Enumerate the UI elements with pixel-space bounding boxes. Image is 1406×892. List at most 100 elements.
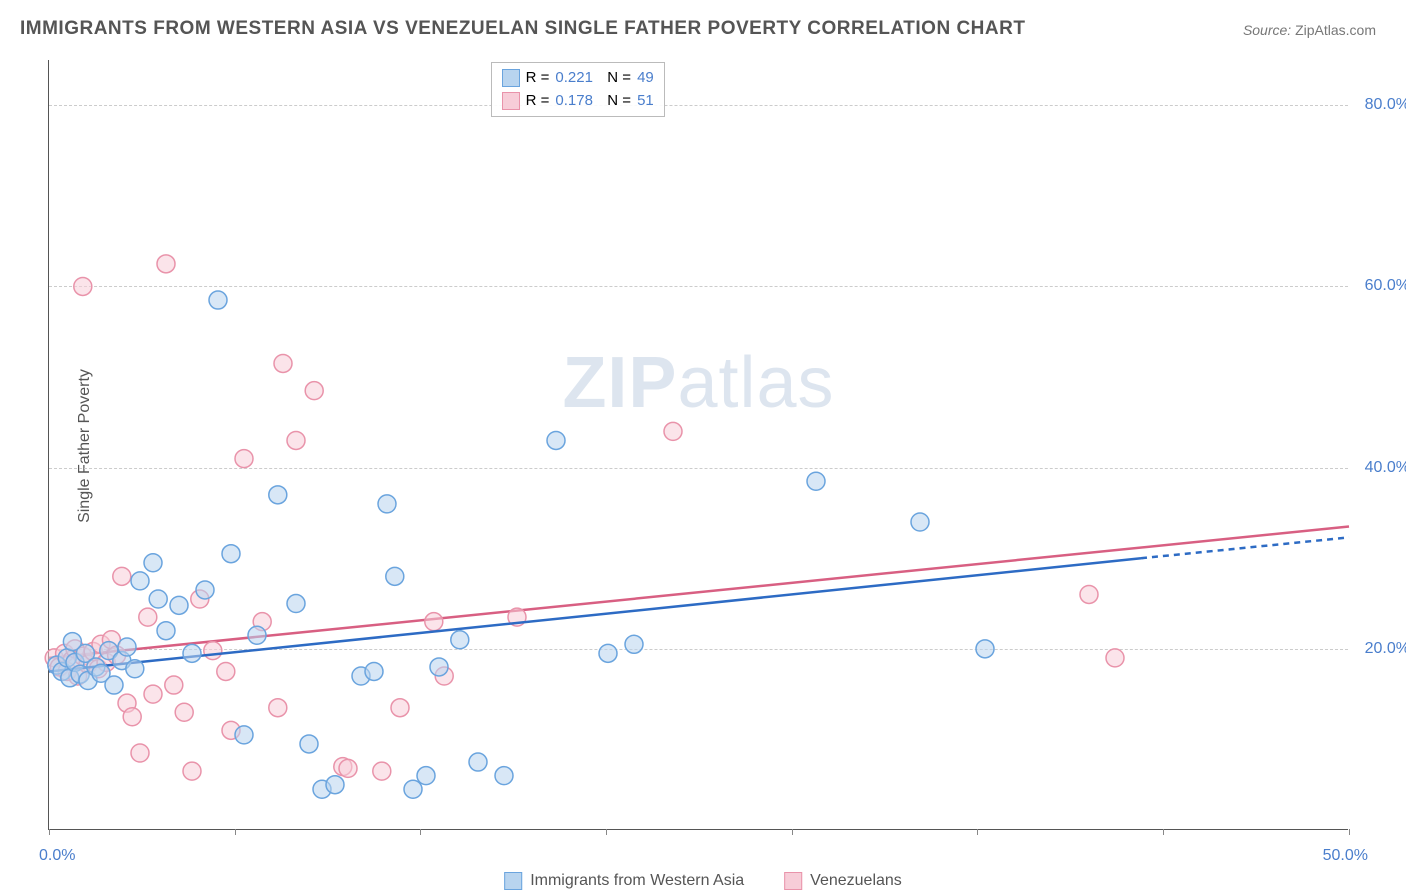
data-point: [664, 422, 682, 440]
stats-n-label: N =: [599, 67, 631, 90]
data-point: [391, 699, 409, 717]
data-point: [339, 759, 357, 777]
data-point: [170, 596, 188, 614]
data-point: [1106, 649, 1124, 667]
x-tick: [420, 829, 421, 835]
data-point: [183, 762, 201, 780]
stats-n-value-s2: 51: [637, 90, 654, 113]
y-tick-label: 80.0%: [1354, 96, 1406, 114]
data-point: [149, 590, 167, 608]
data-point: [1080, 585, 1098, 603]
data-point: [451, 631, 469, 649]
data-point: [144, 554, 162, 572]
data-point: [599, 644, 617, 662]
chart-container: IMMIGRANTS FROM WESTERN ASIA VS VENEZUEL…: [0, 0, 1406, 892]
data-point: [547, 431, 565, 449]
data-point: [74, 277, 92, 295]
data-point: [113, 567, 131, 585]
data-point: [378, 495, 396, 513]
stats-legend-box: R = 0.221 N = 49 R = 0.178 N = 51: [491, 62, 665, 117]
data-point: [196, 581, 214, 599]
x-tick: [1349, 829, 1350, 835]
x-tick: [1163, 829, 1164, 835]
data-point: [269, 699, 287, 717]
data-point: [183, 644, 201, 662]
source-attribution: Source: ZipAtlas.com: [1243, 22, 1376, 38]
data-point: [222, 545, 240, 563]
stats-row-series2: R = 0.178 N = 51: [502, 90, 654, 113]
data-point: [144, 685, 162, 703]
data-point: [417, 767, 435, 785]
plot-area: ZIPatlas 20.0%40.0%60.0%80.0% 0.0% 50.0%…: [48, 60, 1348, 830]
x-tick-label-max: 50.0%: [1323, 847, 1368, 865]
data-point: [165, 676, 183, 694]
data-point: [305, 382, 323, 400]
swatch-series1: [502, 69, 520, 87]
x-tick: [792, 829, 793, 835]
legend-label-s2: Venezuelans: [810, 872, 902, 890]
trendline-dash: [1141, 537, 1349, 558]
data-point: [235, 726, 253, 744]
chart-title: IMMIGRANTS FROM WESTERN ASIA VS VENEZUEL…: [20, 18, 1025, 40]
data-point: [911, 513, 929, 531]
data-point: [63, 633, 81, 651]
data-point: [365, 662, 383, 680]
y-tick-label: 40.0%: [1354, 459, 1406, 477]
y-tick-label: 60.0%: [1354, 277, 1406, 295]
stats-r-label: R =: [526, 67, 550, 90]
data-point: [425, 613, 443, 631]
data-point: [807, 472, 825, 490]
data-point: [123, 708, 141, 726]
source-name: ZipAtlas.com: [1295, 22, 1376, 38]
data-point: [373, 762, 391, 780]
source-label: Source:: [1243, 22, 1291, 38]
data-point: [235, 450, 253, 468]
data-point: [118, 638, 136, 656]
data-point: [300, 735, 318, 753]
legend-item-series2: Venezuelans: [784, 872, 902, 890]
stats-r-value-s2: 0.178: [555, 90, 593, 113]
stats-r-value-s1: 0.221: [555, 67, 593, 90]
data-point: [204, 642, 222, 660]
x-tick: [235, 829, 236, 835]
x-tick-label-min: 0.0%: [39, 847, 75, 865]
data-point: [105, 676, 123, 694]
data-point: [469, 753, 487, 771]
data-point: [269, 486, 287, 504]
x-tick: [977, 829, 978, 835]
swatch-series2: [502, 92, 520, 110]
data-point: [157, 255, 175, 273]
data-point: [976, 640, 994, 658]
legend-item-series1: Immigrants from Western Asia: [504, 872, 744, 890]
legend-bottom: Immigrants from Western Asia Venezuelans: [504, 872, 902, 890]
stats-n-label: N =: [599, 90, 631, 113]
data-point: [157, 622, 175, 640]
legend-swatch-s2: [784, 872, 802, 890]
data-point: [248, 626, 266, 644]
data-point: [217, 662, 235, 680]
trendline: [49, 527, 1349, 658]
data-point: [209, 291, 227, 309]
data-point: [326, 776, 344, 794]
data-point: [430, 658, 448, 676]
data-point: [287, 595, 305, 613]
data-point: [126, 660, 144, 678]
data-point: [139, 608, 157, 626]
data-point: [131, 572, 149, 590]
data-point: [386, 567, 404, 585]
stats-row-series1: R = 0.221 N = 49: [502, 67, 654, 90]
data-point: [175, 703, 193, 721]
data-point: [287, 431, 305, 449]
x-tick: [49, 829, 50, 835]
data-point: [625, 635, 643, 653]
plot-svg: [49, 60, 1348, 829]
data-point: [131, 744, 149, 762]
data-point: [404, 780, 422, 798]
data-point: [274, 354, 292, 372]
y-tick-label: 20.0%: [1354, 640, 1406, 658]
legend-swatch-s1: [504, 872, 522, 890]
x-tick: [606, 829, 607, 835]
stats-n-value-s1: 49: [637, 67, 654, 90]
data-point: [495, 767, 513, 785]
legend-label-s1: Immigrants from Western Asia: [530, 872, 744, 890]
